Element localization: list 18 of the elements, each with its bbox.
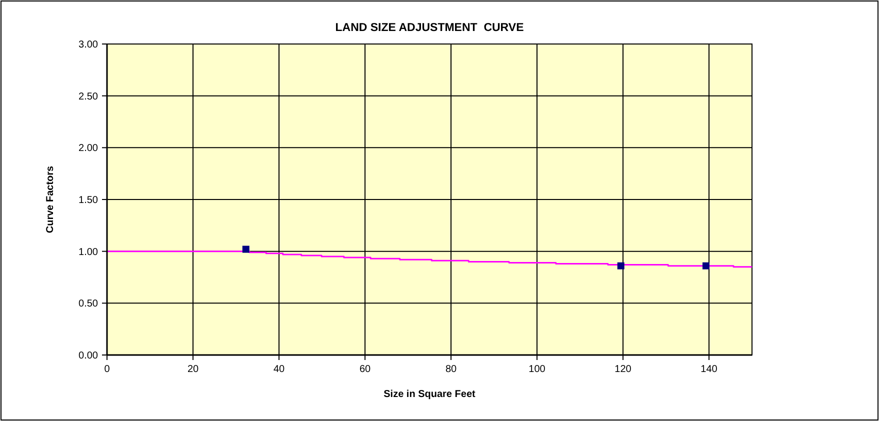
x-axis-title: Size in Square Feet [384,389,476,400]
chart-title: LAND SIZE ADJUSTMENT CURVE [335,22,524,34]
x-tick-label: 0 [104,364,110,375]
y-tick-label: 3.00 [78,40,98,50]
y-tick-label: 0.50 [78,298,98,310]
x-tick-label: 140 [700,364,718,375]
y-tick-label: 2.00 [78,143,98,154]
y-tick-label: 2.50 [78,91,98,102]
x-tick-label: 40 [273,364,285,375]
x-tick-label: 100 [528,364,546,375]
x-tick-label: 60 [359,364,371,375]
x-tick-label: 20 [187,364,199,375]
y-tick-label: 0.00 [78,350,98,362]
x-tick-label: 80 [445,364,457,375]
y-axis-title: Curve Factors [45,165,56,234]
y-tick-label: 1.00 [78,246,98,258]
y-tick-label: 1.50 [78,195,98,206]
x-tick-label: 120 [614,364,632,375]
